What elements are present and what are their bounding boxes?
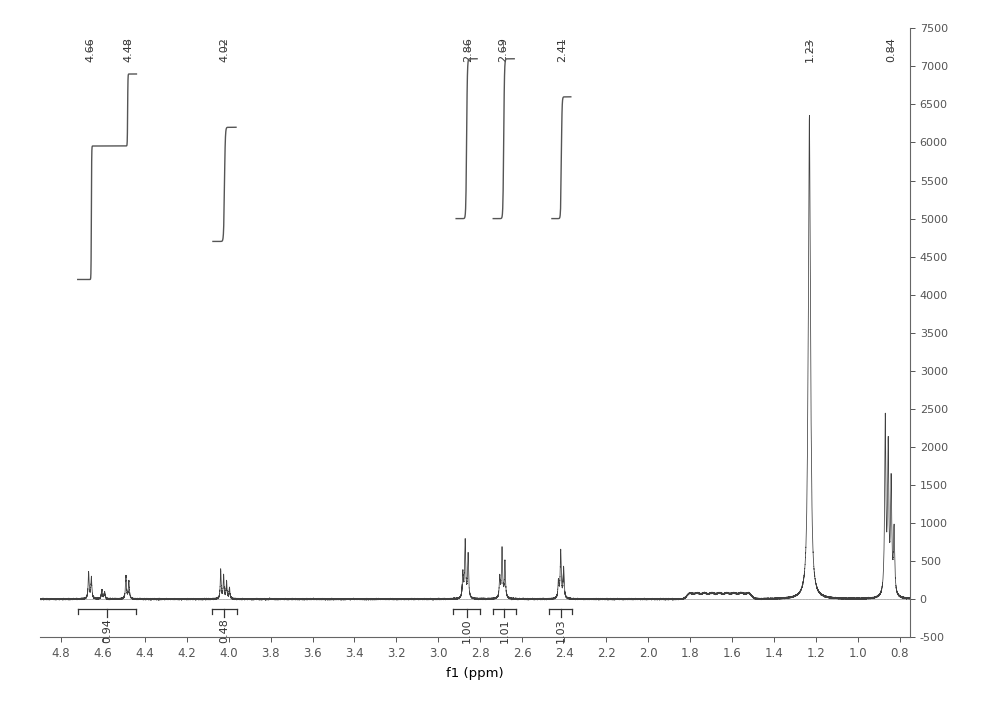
Text: 0.84: 0.84 — [886, 38, 896, 62]
X-axis label: f1 (ppm): f1 (ppm) — [446, 667, 504, 680]
Text: 2.41: 2.41 — [557, 38, 567, 62]
Text: 4.66: 4.66 — [85, 38, 95, 62]
Text: 0.94: 0.94 — [102, 618, 112, 643]
Text: 1.03: 1.03 — [556, 618, 566, 643]
Text: 1.01: 1.01 — [499, 618, 509, 643]
Text: 1.00: 1.00 — [462, 618, 472, 643]
Text: 2.86: 2.86 — [463, 38, 473, 62]
Text: 4.48: 4.48 — [123, 38, 133, 62]
Text: 2.69: 2.69 — [498, 38, 508, 62]
Text: 4.02: 4.02 — [219, 38, 229, 62]
Text: 1.23: 1.23 — [804, 38, 814, 62]
Text: 0.48: 0.48 — [219, 618, 229, 643]
